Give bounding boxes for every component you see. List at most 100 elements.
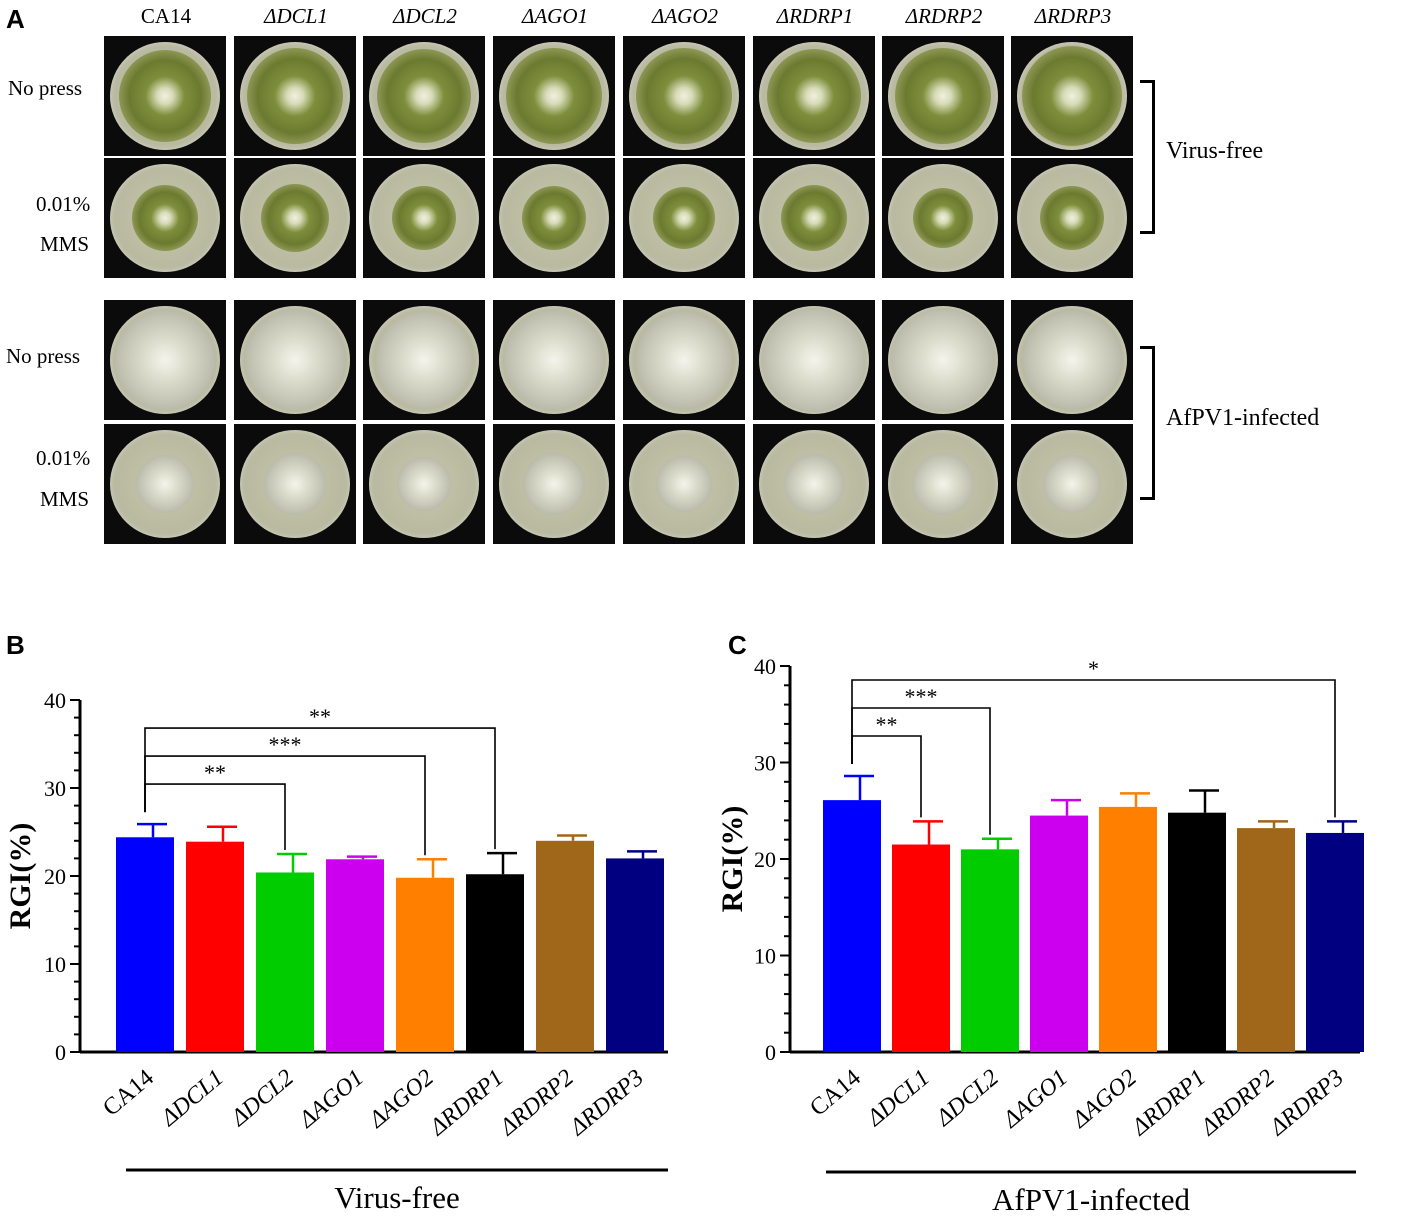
- x-tick-label: ΔRDRP3: [564, 1065, 648, 1142]
- bar: [1237, 828, 1295, 1052]
- fungal-colony: [1022, 46, 1122, 146]
- column-header-ago2: ΔAGO2: [652, 4, 718, 28]
- fungal-colony: [912, 453, 974, 515]
- plate-photo-mms-infected: [882, 424, 1004, 544]
- y-tick-label: 40: [44, 688, 66, 713]
- fungal-colony: [264, 453, 326, 515]
- plate-photo-no-press-virus-free: [493, 36, 615, 156]
- row-label-mms-conc-virus-free: 0.01%: [36, 192, 91, 216]
- fungal-colony: [522, 186, 586, 250]
- column-header-dcl1: ΔDCL1: [264, 4, 328, 28]
- plate-photo-mms-virus-free: [493, 158, 615, 278]
- y-tick-label: 0: [765, 1040, 776, 1065]
- fungal-colony: [392, 186, 456, 250]
- plate-photo-mms-virus-free: [1011, 158, 1133, 278]
- plate-photo-no-press-virus-free: [882, 36, 1004, 156]
- group-label-virus-free: Virus-free: [1166, 138, 1264, 164]
- bar: [1168, 812, 1226, 1052]
- row-label-no-press-virus-free: No press: [8, 76, 83, 100]
- x-tick-label: ΔDCL2: [931, 1065, 1004, 1132]
- virus-free-bracket: [1140, 80, 1155, 234]
- fungal-colony: [781, 185, 847, 251]
- y-axis-label: RGI(%): [716, 806, 749, 913]
- fungal-colony: [636, 312, 732, 408]
- petri-dish: [1017, 164, 1127, 272]
- x-tick-label: CA14: [98, 1065, 159, 1122]
- petri-dish: [499, 430, 609, 538]
- y-tick-label: 0: [55, 1040, 66, 1065]
- significance-stars: *: [1088, 656, 1099, 681]
- row-label-mms-conc-infected: 0.01%: [36, 446, 91, 470]
- plate-photo-mms-virus-free: [623, 158, 745, 278]
- petri-dish: [888, 42, 998, 150]
- fungal-colony: [377, 49, 471, 143]
- petri-dish: [888, 164, 998, 272]
- plate-photo-no-press-infected: [493, 300, 615, 420]
- fungal-colony: [506, 48, 602, 144]
- petri-dish: [1017, 42, 1127, 150]
- bar: [116, 837, 174, 1052]
- petri-dish: [240, 164, 350, 272]
- plate-photo-no-press-infected: [753, 300, 875, 420]
- petri-dish: [1017, 430, 1127, 538]
- petri-dish: [110, 306, 220, 414]
- petri-dish: [240, 42, 350, 150]
- fungal-colony: [1043, 455, 1101, 513]
- petri-dish: [499, 164, 609, 272]
- row-label-no-press-infected: No press: [6, 344, 81, 368]
- column-header-ca14: CA14: [140, 4, 192, 28]
- fungal-colony: [136, 455, 194, 513]
- bar: [326, 859, 384, 1052]
- bar: [961, 849, 1019, 1052]
- bar: [256, 872, 314, 1052]
- significance-stars: **: [309, 704, 331, 729]
- petri-dish: [759, 42, 869, 150]
- fungal-colony: [891, 308, 995, 412]
- x-tick-label: ΔAGO1: [998, 1065, 1073, 1134]
- significance-stars: ***: [905, 684, 938, 709]
- bar: [466, 874, 524, 1052]
- petri-dish: [629, 164, 739, 272]
- fungal-colony: [397, 457, 451, 511]
- x-axis-group-label: AfPV1-infected: [992, 1182, 1190, 1217]
- y-tick-label: 10: [44, 952, 66, 977]
- x-tick-label: ΔDCL1: [862, 1065, 935, 1132]
- plate-photo-mms-virus-free: [753, 158, 875, 278]
- group-label-infected: AfPV1-infected: [1166, 405, 1320, 431]
- significance-stars: **: [876, 712, 898, 737]
- column-header-ago1: ΔAGO1: [522, 4, 588, 28]
- petri-dish: [369, 42, 479, 150]
- plate-photo-no-press-virus-free: [234, 36, 356, 156]
- petri-dish: [110, 164, 220, 272]
- plate-photo-no-press-infected: [1011, 300, 1133, 420]
- y-tick-label: 10: [754, 944, 776, 969]
- plate-photo-no-press-virus-free: [104, 36, 226, 156]
- petri-dish: [629, 430, 739, 538]
- petri-dish: [759, 430, 869, 538]
- column-header-rdrp3: ΔRDRP3: [1034, 4, 1112, 28]
- chart-b-virus-free-rgi: 010203040RGI(%)CA14ΔDCL1ΔDCL2ΔAGO1ΔAGO2Δ…: [4, 688, 668, 1215]
- fungal-colony: [784, 454, 844, 514]
- x-tick-label: ΔRDRP3: [1264, 1065, 1348, 1142]
- petri-dish: [240, 430, 350, 538]
- fungal-colony: [636, 48, 732, 144]
- plate-photo-mms-infected: [1011, 424, 1133, 544]
- petri-dish: [369, 164, 479, 272]
- plate-photo-no-press-infected: [363, 300, 485, 420]
- bar: [536, 840, 594, 1052]
- fungal-colony: [376, 312, 472, 408]
- petri-dish: [629, 306, 739, 414]
- plate-photo-mms-infected: [234, 424, 356, 544]
- bar: [186, 841, 244, 1052]
- petri-dish: [110, 42, 220, 150]
- x-tick-label: ΔRDRP1: [1126, 1065, 1210, 1142]
- x-tick-label: ΔRDRP1: [424, 1065, 508, 1142]
- column-header-rdrp1: ΔRDRP1: [776, 4, 854, 28]
- fungal-colony: [115, 310, 215, 410]
- petri-dish: [759, 164, 869, 272]
- plate-photo-no-press-virus-free: [1011, 36, 1133, 156]
- fungal-colony: [913, 188, 973, 248]
- petri-dish: [888, 430, 998, 538]
- significance-stars: ***: [269, 732, 302, 757]
- row-label-mms-virus-free: MMS: [40, 232, 90, 256]
